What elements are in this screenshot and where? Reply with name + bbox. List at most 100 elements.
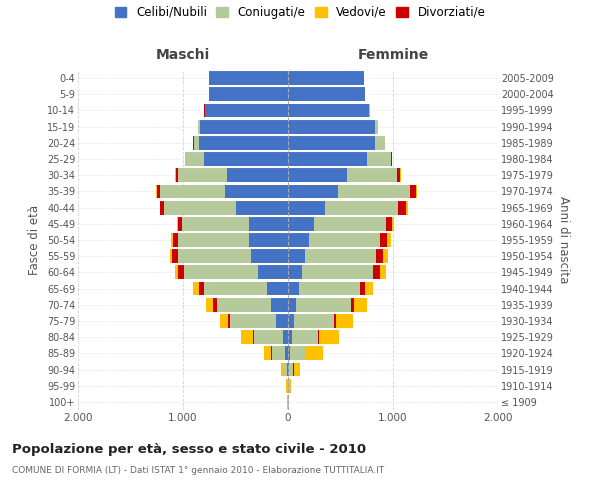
Bar bbox=[288, 314, 295, 328]
Bar bbox=[241, 330, 253, 344]
Bar bbox=[182, 217, 249, 230]
Bar bbox=[391, 152, 392, 166]
Y-axis label: Anni di nascita: Anni di nascita bbox=[557, 196, 571, 284]
Bar bbox=[157, 184, 160, 198]
Bar bbox=[361, 282, 365, 296]
Bar bbox=[170, 250, 172, 263]
Bar bbox=[288, 330, 292, 344]
Bar bbox=[288, 217, 314, 230]
Bar bbox=[293, 362, 300, 376]
Bar bbox=[178, 266, 184, 280]
Bar bbox=[225, 184, 288, 198]
Bar bbox=[288, 298, 296, 312]
Bar bbox=[288, 104, 369, 118]
Bar bbox=[249, 233, 288, 247]
Bar bbox=[204, 152, 288, 166]
Bar bbox=[365, 282, 373, 296]
Bar bbox=[264, 346, 271, 360]
Bar bbox=[314, 217, 386, 230]
Bar bbox=[334, 314, 336, 328]
Bar bbox=[164, 200, 235, 214]
Bar bbox=[220, 314, 227, 328]
Bar bbox=[376, 250, 383, 263]
Bar bbox=[177, 217, 178, 230]
Bar bbox=[206, 298, 213, 312]
Bar bbox=[375, 136, 385, 149]
Bar bbox=[380, 233, 387, 247]
Bar bbox=[397, 168, 400, 182]
Bar bbox=[227, 314, 230, 328]
Bar bbox=[281, 362, 284, 376]
Bar bbox=[172, 233, 173, 247]
Bar bbox=[288, 282, 299, 296]
Bar bbox=[289, 379, 291, 392]
Bar bbox=[336, 314, 353, 328]
Bar bbox=[305, 250, 376, 263]
Bar bbox=[318, 330, 319, 344]
Bar bbox=[200, 120, 288, 134]
Bar bbox=[204, 282, 267, 296]
Y-axis label: Fasce di età: Fasce di età bbox=[28, 205, 41, 275]
Legend: Celibi/Nubili, Coniugati/e, Vedovi/e, Divorziati/e: Celibi/Nubili, Coniugati/e, Vedovi/e, Di… bbox=[115, 6, 485, 19]
Bar bbox=[178, 233, 249, 247]
Bar bbox=[186, 152, 204, 166]
Text: Maschi: Maschi bbox=[156, 48, 210, 62]
Bar bbox=[375, 120, 377, 134]
Bar bbox=[398, 200, 406, 214]
Bar bbox=[383, 250, 388, 263]
Bar bbox=[373, 266, 380, 280]
Bar bbox=[406, 200, 408, 214]
Bar bbox=[284, 362, 287, 376]
Bar bbox=[267, 282, 288, 296]
Bar bbox=[290, 346, 306, 360]
Bar bbox=[319, 330, 339, 344]
Bar bbox=[288, 200, 325, 214]
Bar bbox=[288, 184, 338, 198]
Bar bbox=[257, 266, 288, 280]
Bar bbox=[286, 346, 288, 360]
Text: Popolazione per età, sesso e stato civile - 2010: Popolazione per età, sesso e stato civil… bbox=[12, 442, 366, 456]
Bar bbox=[283, 330, 288, 344]
Bar bbox=[309, 233, 380, 247]
Bar bbox=[288, 362, 289, 376]
Bar bbox=[160, 184, 225, 198]
Bar bbox=[176, 168, 178, 182]
Bar bbox=[230, 314, 277, 328]
Bar bbox=[416, 184, 417, 198]
Bar bbox=[253, 330, 254, 344]
Bar bbox=[288, 168, 347, 182]
Bar bbox=[249, 217, 288, 230]
Bar bbox=[380, 266, 386, 280]
Bar bbox=[302, 266, 373, 280]
Bar bbox=[347, 168, 397, 182]
Bar bbox=[217, 298, 271, 312]
Bar bbox=[288, 346, 290, 360]
Bar bbox=[209, 71, 288, 85]
Bar bbox=[193, 136, 199, 149]
Bar bbox=[351, 298, 354, 312]
Bar bbox=[213, 298, 217, 312]
Bar bbox=[254, 330, 283, 344]
Bar bbox=[277, 314, 288, 328]
Text: Femmine: Femmine bbox=[358, 48, 428, 62]
Bar bbox=[227, 168, 288, 182]
Bar bbox=[205, 104, 288, 118]
Bar bbox=[392, 217, 394, 230]
Bar bbox=[288, 88, 365, 101]
Bar bbox=[387, 233, 391, 247]
Bar bbox=[199, 136, 288, 149]
Bar bbox=[235, 200, 288, 214]
Bar bbox=[288, 71, 364, 85]
Bar bbox=[367, 152, 391, 166]
Bar bbox=[288, 152, 367, 166]
Bar bbox=[292, 330, 318, 344]
Bar bbox=[272, 346, 286, 360]
Bar bbox=[288, 233, 309, 247]
Bar bbox=[199, 282, 204, 296]
Bar bbox=[175, 266, 178, 280]
Text: COMUNE DI FORMIA (LT) - Dati ISTAT 1° gennaio 2010 - Elaborazione TUTTITALIA.IT: COMUNE DI FORMIA (LT) - Dati ISTAT 1° ge… bbox=[12, 466, 384, 475]
Bar bbox=[410, 184, 416, 198]
Bar bbox=[173, 233, 178, 247]
Bar bbox=[209, 88, 288, 101]
Bar bbox=[184, 266, 257, 280]
